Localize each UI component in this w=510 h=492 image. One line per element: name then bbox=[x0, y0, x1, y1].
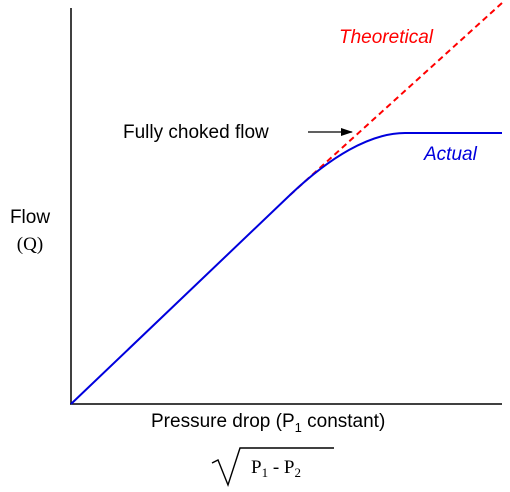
actual-curve bbox=[70, 132, 502, 405]
y-axis-label: Flow bbox=[10, 207, 50, 228]
fully-choked-flow-label: Fully choked flow bbox=[123, 122, 269, 143]
formula-p2: P bbox=[284, 457, 295, 478]
formula-p1: P bbox=[251, 457, 262, 478]
x-axis-label: Pressure drop (P1 constant) bbox=[151, 411, 385, 435]
x-axis-label-subscript: 1 bbox=[295, 420, 302, 435]
formula-p2-subscript: 2 bbox=[294, 465, 301, 480]
y-axis-label-symbol: (Q) bbox=[17, 234, 43, 255]
formula-p1-subscript: 1 bbox=[262, 465, 269, 480]
x-axis-label-suffix: constant) bbox=[302, 411, 385, 432]
theoretical-label: Theoretical bbox=[339, 27, 434, 48]
theoretical-curve bbox=[289, 2, 503, 196]
square-root-sign bbox=[211, 447, 334, 488]
pressure-formula: P1 - P2 bbox=[251, 457, 301, 480]
formula-minus: - bbox=[268, 457, 284, 478]
x-axis-label-prefix: Pressure drop (P bbox=[151, 411, 295, 432]
actual-label: Actual bbox=[423, 144, 478, 165]
